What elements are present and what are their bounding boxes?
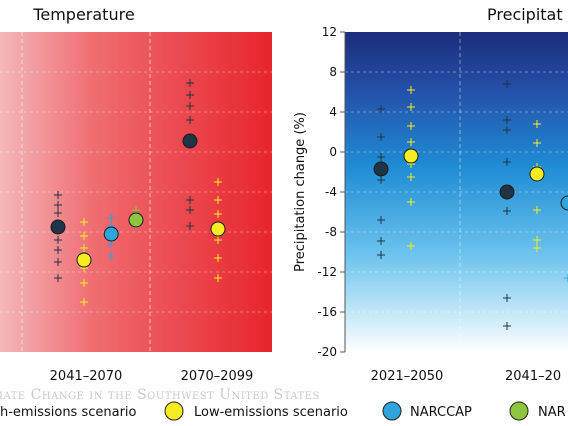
precipitation-model-marker	[407, 242, 415, 250]
temperature-model-marker	[54, 274, 62, 282]
precipitation-model-marker	[503, 126, 511, 134]
precipitation-marks	[373, 80, 568, 330]
precipitation-model-marker	[503, 158, 511, 166]
temperature-mean-marker	[128, 212, 144, 228]
precipitation-model-marker	[407, 122, 415, 130]
precipitation-x-tick-2: 2041–20	[505, 369, 561, 384]
temperature-plot-area	[0, 32, 272, 352]
legend-swatch-nar	[509, 401, 529, 421]
precipitation-mean-marker	[560, 195, 568, 211]
temperature-mean-marker	[50, 219, 66, 235]
precipitation-model-marker	[377, 251, 385, 259]
precipitation-mean-marker	[499, 184, 515, 200]
legend-label-nar: NAR	[538, 405, 566, 420]
temperature-model-marker	[186, 116, 194, 124]
temperature-mean-marker	[103, 226, 119, 242]
precipitation-model-marker	[407, 103, 415, 111]
temperature-model-marker	[107, 252, 116, 260]
temperature-model-marker	[214, 210, 222, 218]
precipitation-mean-marker	[403, 148, 419, 164]
temperature-model-marker	[54, 191, 62, 199]
temperature-x-tick-2: 2070–2099	[181, 369, 254, 384]
temperature-x-tick-1: 2041–2070	[50, 369, 123, 384]
legend-label-low-emissions: Low-emissions scenario	[194, 405, 348, 420]
precipitation-y-ticks: -20 -16 -12 -8 -4 0 4 8 12	[317, 25, 345, 359]
precipitation-y-tick-label: -20	[317, 345, 337, 359]
temperature-model-marker	[214, 254, 222, 262]
temperature-mean-marker	[210, 221, 226, 237]
precipitation-model-marker	[564, 274, 568, 282]
precipitation-model-marker	[377, 176, 385, 184]
temperature-model-marker	[54, 258, 62, 266]
precipitation-plot-area	[345, 32, 568, 352]
precipitation-gridlines	[345, 32, 568, 352]
precipitation-model-marker	[533, 244, 541, 252]
temperature-model-marker	[80, 279, 88, 287]
temperature-model-marker	[54, 209, 62, 217]
precipitation-y-tick-label: -8	[325, 225, 337, 239]
temperature-mean-marker	[76, 252, 92, 268]
precipitation-model-marker	[533, 139, 541, 147]
precipitation-model-marker	[503, 207, 511, 215]
legend-label-high-emissions: h-emissions scenario	[0, 405, 137, 420]
precipitation-model-marker	[377, 216, 385, 224]
temperature-gridlines	[0, 32, 272, 352]
watermark: Climate Change in the Southwest United S…	[0, 387, 320, 403]
precipitation-mean-marker	[373, 161, 389, 177]
precipitation-model-marker	[377, 153, 385, 161]
temperature-model-marker	[80, 218, 88, 226]
temperature-marks	[50, 79, 226, 306]
precipitation-y-tick-label: 0	[329, 145, 337, 159]
precipitation-model-marker	[377, 105, 385, 113]
precipitation-x-tick-1: 2021–2050	[371, 369, 444, 384]
precipitation-y-axis-label: Precipitation change (%)	[293, 112, 308, 272]
precipitation-model-marker	[533, 120, 541, 128]
precipitation-model-marker	[407, 86, 415, 94]
precipitation-title: Precipitat	[487, 5, 563, 24]
precipitation-model-marker	[407, 198, 415, 206]
legend-swatch-narccap	[382, 401, 402, 421]
precipitation-model-marker	[503, 80, 511, 88]
temperature-model-marker	[214, 178, 222, 186]
precipitation-model-marker	[407, 173, 415, 181]
temperature-model-marker	[107, 214, 116, 222]
temperature-model-marker	[186, 222, 194, 230]
precipitation-model-marker	[533, 206, 541, 214]
temperature-mean-marker	[182, 133, 198, 149]
precipitation-model-marker	[503, 116, 511, 124]
precipitation-model-marker	[503, 322, 511, 330]
precipitation-model-marker	[407, 138, 415, 146]
precipitation-y-tick-label: 4	[329, 105, 337, 119]
temperature-model-marker	[80, 244, 88, 252]
temperature-model-marker	[186, 206, 194, 214]
temperature-model-marker	[54, 246, 62, 254]
temperature-model-marker	[214, 236, 222, 244]
precipitation-y-tick-label: 8	[329, 65, 337, 79]
temperature-model-marker	[54, 236, 62, 244]
precipitation-model-marker	[377, 133, 385, 141]
precipitation-y-tick-label: -12	[317, 265, 337, 279]
temperature-model-marker	[54, 201, 62, 209]
temperature-model-marker	[186, 79, 194, 87]
precipitation-y-tick-label: -4	[325, 185, 337, 199]
temperature-model-marker	[186, 91, 194, 99]
precipitation-model-marker	[377, 237, 385, 245]
temperature-model-marker	[214, 196, 222, 204]
precipitation-y-tick-label: 12	[322, 25, 337, 39]
precipitation-model-marker	[533, 236, 541, 244]
temperature-model-marker	[80, 232, 88, 240]
precipitation-mean-marker	[529, 166, 545, 182]
precipitation-y-tick-label: -16	[317, 305, 337, 319]
temperature-model-marker	[186, 102, 194, 110]
temperature-model-marker	[214, 274, 222, 282]
temperature-title: Temperature	[32, 5, 134, 24]
precipitation-model-marker	[503, 294, 511, 302]
temperature-model-marker	[186, 196, 194, 204]
legend-label-narccap: NARCCAP	[410, 405, 472, 420]
legend-swatch-low-emissions	[164, 401, 184, 421]
temperature-model-marker	[80, 298, 88, 306]
